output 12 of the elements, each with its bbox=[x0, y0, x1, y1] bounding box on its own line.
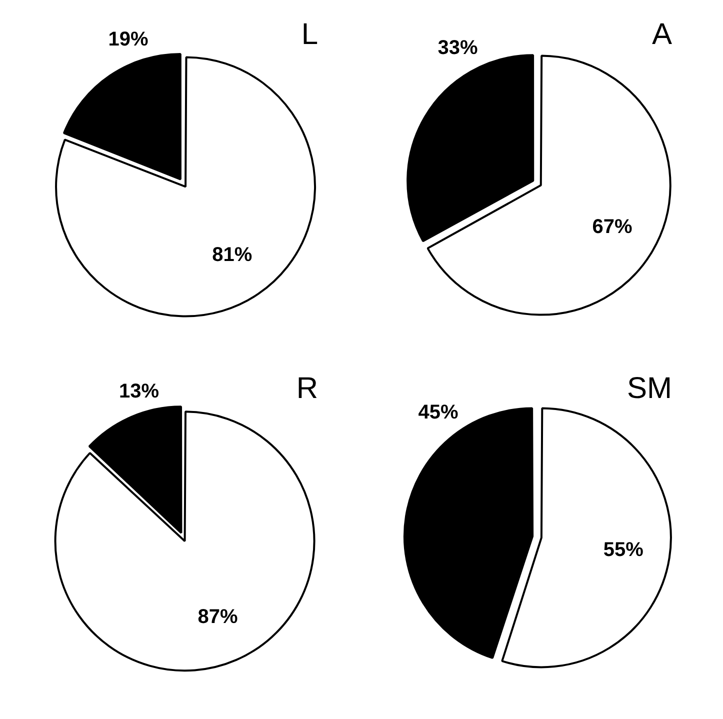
chart-title: A bbox=[652, 18, 672, 52]
data-label: 55% bbox=[603, 539, 644, 562]
data-label: 87% bbox=[198, 606, 238, 628]
chart-title: SM bbox=[627, 372, 672, 406]
data-label: 81% bbox=[212, 244, 252, 266]
data-label: 19% bbox=[108, 28, 148, 51]
chart-title: R bbox=[296, 372, 318, 406]
data-label: 13% bbox=[119, 380, 160, 402]
data-label: 33% bbox=[438, 36, 478, 59]
chart-title: L bbox=[301, 18, 318, 52]
data-label: 67% bbox=[592, 216, 633, 238]
data-label: 45% bbox=[418, 401, 458, 424]
